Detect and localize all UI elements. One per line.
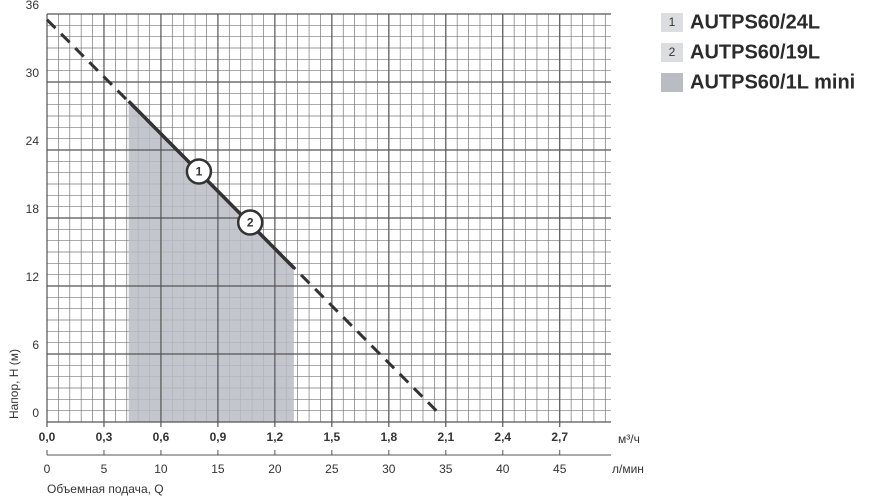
x-tick-label: 1,2: [267, 430, 284, 444]
x-tick-label: 1,8: [380, 430, 397, 444]
y-tick-label: 6: [32, 338, 39, 352]
legend-swatch: [661, 43, 683, 62]
x-tick-label: 0,0: [39, 430, 56, 444]
marker-label: 2: [247, 216, 254, 230]
legend-label: AUTPS60/1L mini: [690, 71, 855, 93]
legend-label: AUTPS60/19L: [690, 41, 820, 63]
x2-axis-label: Объемная подача, Q: [47, 482, 164, 496]
y-tick-label: 24: [26, 134, 40, 148]
x2-tick-label: 40: [496, 462, 510, 476]
x2-tick-label: 0: [44, 462, 51, 476]
legend-marker: 1: [669, 15, 676, 29]
y-tick-label: 36: [26, 0, 40, 12]
legend-swatch: [661, 13, 683, 32]
x-tick-label: 2,1: [437, 430, 454, 444]
y-tick-label: 0: [32, 406, 39, 420]
legend-swatch: [661, 73, 683, 92]
x-tick-label: 2,4: [494, 430, 511, 444]
x2-tick-label: 30: [382, 462, 396, 476]
point-marker: [236, 209, 264, 236]
x2-tick-label: 25: [325, 462, 339, 476]
point-marker: [185, 158, 213, 185]
x2-tick-label: 20: [268, 462, 282, 476]
area: [128, 101, 294, 423]
x-tick-label: 0,9: [210, 430, 227, 444]
x2-tick-label: 35: [439, 462, 453, 476]
x2-unit: л/мин: [612, 462, 644, 476]
dashed-curve: [45, 18, 438, 412]
x-tick-label: 2,7: [551, 430, 568, 444]
y-tick-label: 30: [26, 66, 40, 80]
y-axis-label: Напор, H (м): [7, 349, 21, 419]
y-tick-label: 12: [26, 270, 40, 284]
x-tick-label: 0,3: [96, 430, 113, 444]
y-tick-label: 18: [26, 202, 40, 216]
x-tick-label: 1,5: [324, 430, 341, 444]
legend-label: AUTPS60/24L: [690, 11, 820, 33]
working-curve: [127, 100, 296, 270]
marker-label: 1: [196, 165, 203, 179]
x2-tick-label: 5: [101, 462, 108, 476]
legend-marker: 2: [669, 45, 676, 59]
x2-tick-label: 45: [553, 462, 567, 476]
x-unit: м³/ч: [618, 432, 640, 446]
x2-tick-label: 10: [154, 462, 168, 476]
x2-tick-label: 15: [211, 462, 225, 476]
x-tick-label: 0,6: [153, 430, 170, 444]
